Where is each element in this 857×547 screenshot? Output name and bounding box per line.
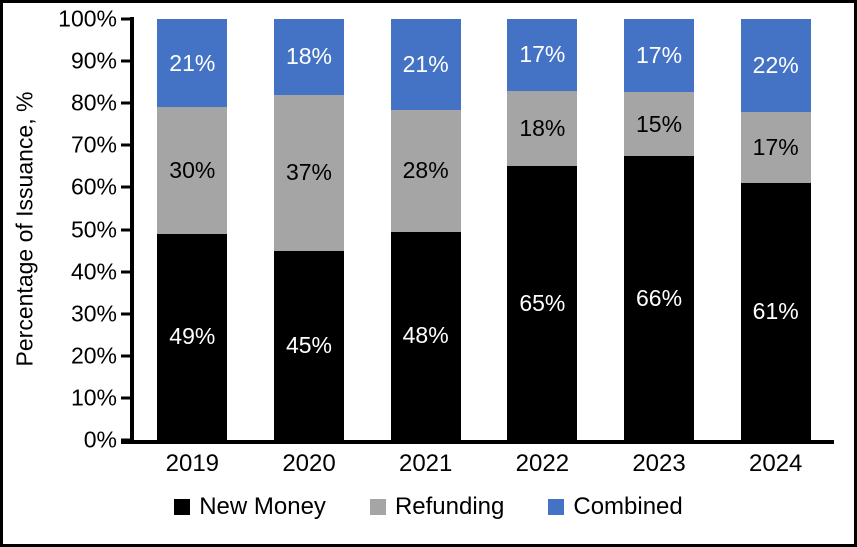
bar-segment-label: 21%: [402, 51, 449, 78]
legend-item-combined: Combined: [548, 493, 683, 521]
bar-segment-label: 37%: [285, 159, 333, 186]
bar-segment-new-money: 61%: [740, 183, 811, 440]
legend-item-new-money: New Money: [174, 493, 326, 521]
x-axis-tick-labels: 2019 2020 2021 2022 2023 2024: [134, 450, 834, 480]
bar-segment-refunding: 30%: [157, 107, 228, 234]
bar-group-2023: 17% 15% 66%: [601, 19, 718, 440]
y-tick-label: 20%: [70, 342, 117, 369]
bar-segment-refunding: 17%: [740, 111, 811, 184]
bar-segment-label: 21%: [169, 49, 216, 76]
legend-item-refunding: Refunding: [369, 493, 505, 521]
y-tick-label: 100%: [58, 5, 117, 32]
y-tick-mark: [121, 17, 130, 21]
legend-swatch-refunding: [369, 499, 386, 515]
bar-segment-new-money: 65%: [507, 166, 578, 440]
bar-group-2022: 17% 18% 65%: [484, 19, 601, 440]
bar-group-2021: 21% 28% 48%: [367, 19, 484, 440]
bar-segment-label: 22%: [752, 51, 799, 78]
bar-segment-combined: 22%: [740, 19, 811, 112]
y-tick-mark: [121, 59, 130, 63]
legend-label: Refunding: [394, 493, 505, 520]
y-tick-mark: [121, 354, 130, 358]
x-tick-label-2021: 2021: [398, 450, 453, 477]
x-axis-line: [121, 440, 834, 444]
legend-swatch-new-money: [174, 499, 191, 515]
y-tick-label: 90%: [70, 47, 117, 74]
y-tick-label: 10%: [70, 384, 117, 411]
y-axis-tick-labels: 0% 10% 20% 30% 40% 50% 60% 70% 80% 90% 100%: [33, 6, 117, 453]
y-tick-label: 50%: [70, 216, 117, 242]
y-tick-label: 40%: [70, 258, 117, 285]
y-axis-tick-marks: [121, 17, 130, 442]
y-tick-mark: [121, 101, 130, 105]
y-tick-label: 0%: [83, 426, 117, 453]
x-tick-label-2020: 2020: [282, 450, 336, 477]
stacked-bar-2020: 18% 37% 45%: [274, 19, 344, 440]
legend-swatch-combined: [548, 499, 565, 515]
bar-segment-label: 17%: [519, 41, 566, 68]
bar-segment-combined: 18%: [274, 19, 344, 95]
plot-area: 21% 30% 49% 18% 37% 45% 21% 28% 48% 17% 18% 65% 17% 1…: [134, 19, 834, 440]
x-tick-label-2023: 2023: [632, 450, 686, 477]
bar-segment-label: 17%: [635, 42, 683, 68]
stacked-bar-2023: 17% 15% 66%: [624, 19, 695, 440]
y-tick-mark: [121, 312, 130, 316]
y-tick-mark: [121, 185, 130, 189]
legend-label: New Money: [199, 493, 326, 520]
bar-group-2019: 21% 30% 49%: [134, 19, 251, 440]
bar-segment-new-money: 66%: [624, 156, 695, 440]
y-tick-mark: [121, 143, 130, 147]
x-tick-label-2019: 2019: [165, 450, 220, 477]
stacked-bar-2021: 21% 28% 48%: [390, 19, 461, 440]
bar-segment-label: 48%: [402, 322, 449, 349]
bar-group-2020: 18% 37% 45%: [251, 19, 368, 440]
y-tick-label: 30%: [70, 300, 117, 327]
bar-segment-refunding: 28%: [390, 110, 461, 232]
y-axis-line: [130, 17, 134, 444]
y-tick-mark: [121, 396, 130, 400]
bar-segment-combined: 17%: [624, 19, 695, 93]
bar-segment-new-money: 48%: [390, 231, 461, 440]
y-tick-label: 80%: [70, 89, 117, 116]
stacked-bar-2024: 22% 17% 61%: [740, 19, 811, 440]
bar-segment-label: 18%: [285, 43, 333, 70]
bar-segment-refunding: 18%: [507, 90, 578, 167]
y-tick-label: 70%: [70, 131, 117, 158]
bar-segment-refunding: 15%: [624, 92, 695, 157]
bar-segment-label: 61%: [752, 298, 799, 325]
bar-segment-label: 65%: [519, 289, 566, 316]
bar-segment-combined: 21%: [157, 19, 228, 108]
bar-segment-label: 66%: [635, 284, 683, 311]
bar-segment-label: 45%: [285, 331, 333, 358]
bar-group-2024: 22% 17% 61%: [717, 19, 834, 440]
bar-segment-label: 30%: [169, 157, 216, 184]
x-tick-label-2024: 2024: [749, 450, 803, 477]
bar-segment-label: 17%: [752, 133, 799, 160]
bar-segment-label: 15%: [635, 110, 683, 137]
stacked-bar-2022: 17% 18% 65%: [507, 19, 578, 440]
bar-segment-new-money: 49%: [157, 233, 228, 440]
bar-segment-combined: 17%: [507, 19, 578, 91]
x-tick-label-2022: 2022: [515, 450, 570, 477]
y-tick-mark: [121, 228, 130, 231]
legend: New Money Refunding Combined: [3, 493, 854, 521]
bar-segment-label: 28%: [402, 157, 449, 184]
bar-segment-label: 18%: [519, 114, 566, 141]
stacked-bar-2019: 21% 30% 49%: [157, 19, 228, 440]
bar-segment-combined: 21%: [390, 19, 461, 111]
y-tick-label: 60%: [70, 173, 117, 200]
bar-segment-refunding: 37%: [274, 94, 344, 251]
legend-label: Combined: [573, 493, 683, 520]
bar-segment-label: 49%: [169, 323, 216, 350]
bar-segment-new-money: 45%: [274, 250, 344, 440]
y-tick-mark: [121, 270, 130, 274]
